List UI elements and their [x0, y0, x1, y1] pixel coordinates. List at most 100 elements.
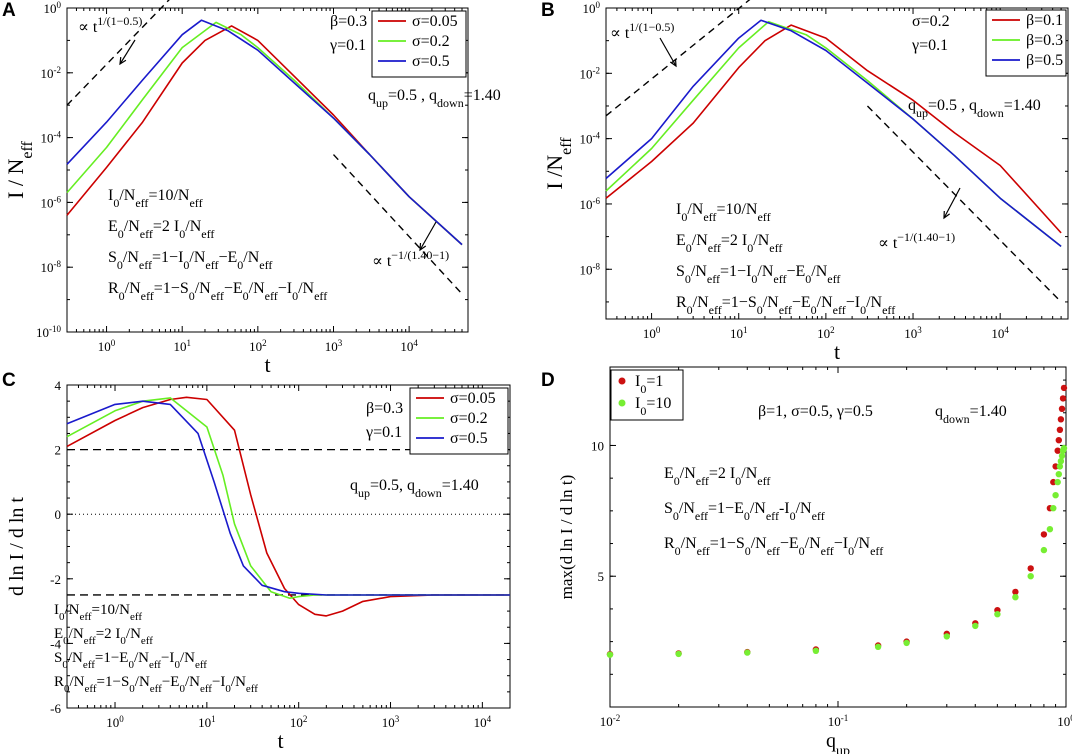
legend-label-0: β=0.1 [1026, 12, 1063, 29]
x-tick-label: 100 [106, 714, 124, 730]
data-point-0-16 [1055, 437, 1063, 444]
y-tick-label: 5 [598, 569, 605, 584]
early-slope-label: ∝ t1/(1−0.5) [78, 14, 142, 36]
y-tick-label: -2 [50, 572, 61, 587]
x-tick-label: 103 [382, 714, 400, 730]
data-point-1-16 [1055, 471, 1063, 478]
legend-label-1: σ=0.2 [412, 33, 450, 50]
param-text-0: β=0.3 [366, 400, 403, 417]
data-point-0-17 [1056, 426, 1064, 433]
data-point-1-8 [994, 611, 1001, 618]
x-axis-label: qup [826, 730, 850, 754]
power-law-reference-line-1 [332, 154, 463, 295]
data-point-1-0 [606, 651, 614, 658]
data-point-0-10 [1027, 565, 1034, 572]
series-line-2 [66, 400, 510, 596]
y-axis-label: d ln I / d ln t [6, 497, 28, 596]
x-tick-label: 104 [991, 325, 1009, 341]
slope-arrow-0 [659, 37, 677, 67]
power-law-reference-line-1 [866, 105, 1062, 303]
data-point-1-7 [972, 622, 979, 630]
initial-condition-1: E0/Neff=2 I0/Neff [676, 232, 782, 255]
panel-a: 100 101 102 103 104 10-10 10-8 10-6 10-4 10-2 100 t… [3, 0, 501, 377]
x-tick-label: 10-2 [600, 713, 621, 729]
series-line-2 [66, 19, 463, 246]
q-parameters: qup=0.5, qdown=1.40 [350, 477, 479, 500]
y-tick-label: 2 [55, 443, 62, 458]
data-point-1-15 [1054, 478, 1061, 486]
data-point-1-14 [1052, 492, 1059, 499]
power-law-reference-line-0 [66, 0, 170, 106]
slope-arrow-head-1 [943, 210, 951, 220]
slope-arrow-0 [119, 39, 136, 65]
q-parameters: qup=0.5 , qdown=1.40 [368, 87, 501, 110]
x-tick-label: 102 [817, 325, 835, 341]
x-tick-label: 101 [730, 325, 748, 341]
y-axis-label: max(d ln I / d ln t) [557, 475, 576, 600]
initial-condition-3: R0/Neff=1−S0/Neff−E0/Neff−I0/Neff [54, 674, 258, 695]
data-point-1-18 [1057, 458, 1065, 465]
y-tick-label: 0 [55, 507, 62, 522]
y-tick-label: 100 [583, 0, 601, 16]
panel-d: 10-2 10-1 100 5 10 qup max(d ln I / d ln t) I0=… [557, 366, 1072, 754]
panel-c: 100 101 102 103 104 -6 -4 -2 0 2 4 t d ln I / d ln t… [6, 378, 511, 753]
x-tick-label: 100 [1057, 713, 1072, 729]
data-point-1-19 [1058, 452, 1066, 460]
x-tick-label: 10-1 [828, 713, 849, 729]
initial-condition-1: E0/Neff=2 I0/Neff [54, 626, 153, 647]
param-text-1: γ=0.1 [911, 37, 948, 54]
panel-letter-c: C [2, 370, 16, 391]
data-point-1-11 [1040, 546, 1048, 554]
legend-marker-0 [618, 377, 626, 385]
initial-condition-2: S0/Neff=1−I0/Neff−E0/Neff [108, 249, 272, 272]
y-axis-label: I /Neff [542, 137, 575, 190]
early-slope-label: ∝ t1/(1−0.5) [610, 20, 674, 42]
x-tick-label: 104 [400, 338, 418, 354]
x-axis-label: t [277, 728, 283, 753]
y-tick-label: 10-8 [41, 259, 62, 275]
data-point-1-12 [1046, 526, 1054, 533]
data-point-1-2 [744, 649, 751, 656]
y-tick-label: -6 [50, 701, 61, 716]
data-point-0-13 [1050, 478, 1057, 486]
y-tick-label: 10-6 [580, 196, 601, 212]
data-point-1-9 [1012, 594, 1019, 601]
panel-b: 100 101 102 103 104 10-8 10-6 10-4 10-2 100 t I /Ne… [542, 0, 1069, 364]
x-tick-label: 102 [249, 338, 267, 354]
x-tick-label: 100 [643, 325, 661, 341]
slope-arrow-head-0 [119, 56, 127, 66]
x-tick-label: 101 [198, 714, 216, 730]
y-tick-label: 10-4 [580, 131, 601, 147]
legend-label-0: σ=0.05 [412, 13, 458, 30]
legend-label-0: I0=1 [635, 373, 663, 396]
q-parameters: qup=0.5 , qdown=1.40 [908, 97, 1041, 120]
data-point-1-13 [1050, 505, 1057, 512]
legend-box [409, 387, 509, 455]
x-tick-label: 101 [173, 338, 191, 354]
legend-box [985, 9, 1067, 77]
x-tick-label: 102 [290, 714, 308, 730]
data-point-0-9 [1012, 588, 1019, 596]
y-tick-label: 10-8 [580, 261, 601, 277]
initial-condition-0: I0/Neff=10/Neff [108, 187, 203, 210]
slope-arrow-head-1 [419, 242, 427, 252]
y-tick-label: 10-6 [41, 194, 62, 210]
data-point-0-11 [1040, 531, 1048, 538]
data-point-1-5 [903, 639, 910, 647]
series-line-0 [605, 24, 1062, 234]
x-tick-label: 103 [325, 338, 343, 354]
param-text-1: γ=0.1 [365, 424, 402, 441]
initial-condition-0: I0/Neff=10/Neff [676, 201, 771, 224]
legend-label-1: I0=10 [635, 395, 671, 418]
data-point-0-21 [1060, 384, 1068, 392]
legend-label-1: σ=0.2 [450, 410, 488, 427]
param-text-0: β=0.3 [330, 13, 367, 30]
data-point-0-19 [1058, 405, 1066, 412]
slope-arrow-1 [419, 221, 437, 251]
x-tick-label: 103 [904, 325, 922, 341]
initial-condition-0: I0/Neff=10/Neff [54, 602, 142, 623]
panel-letter-d: D [541, 370, 555, 391]
legend-label-0: σ=0.05 [450, 390, 496, 407]
initial-condition-3: R0/Neff=1−S0/Neff−E0/Neff−I0/Neff [676, 294, 895, 317]
slope-arrow-1 [943, 187, 961, 219]
